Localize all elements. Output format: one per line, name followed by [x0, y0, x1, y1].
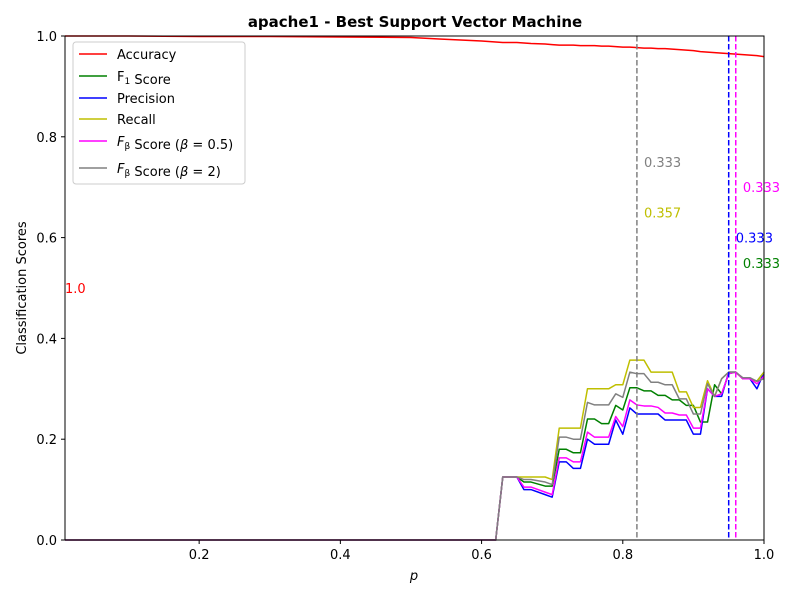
x-tick-label-1: 0.4 [330, 548, 351, 563]
y-tick-label-3: 0.6 [36, 232, 57, 247]
annotation-5: 0.333 [743, 257, 780, 272]
legend: Accuracy F1 Score Precision Recall Fβ Score … [72, 41, 246, 185]
legend-label-2: Precision [117, 92, 175, 107]
legend-label-1: F1 Score [117, 70, 171, 88]
annotation-4: 0.333 [736, 232, 773, 247]
vline-layer [636, 36, 737, 540]
x-tick-label-0: 0.2 [189, 548, 210, 563]
y-tick-label-4: 0.8 [36, 131, 57, 146]
legend-label-5: Fβ Score (β = 2) [117, 162, 221, 180]
legend-label-0: Accuracy [117, 48, 177, 63]
x-axis-label: p [409, 569, 418, 584]
y-tick-label-5: 1.0 [36, 30, 57, 45]
x-tick-label-4: 1.0 [754, 548, 775, 563]
x-tick-label-2: 0.6 [471, 548, 492, 563]
annotation-1: 0.333 [644, 156, 681, 171]
legend-label-4: Fβ Score (β = 0.5) [117, 135, 233, 153]
y-tick-label-0: 0.0 [36, 534, 57, 549]
chart-title: apache1 - Best Support Vector Machine [248, 13, 582, 31]
annotation-3: 0.333 [743, 181, 780, 196]
axes-frame [64, 35, 765, 541]
axes-layer: 0.2 0.4 0.6 0.8 1.0 0.0 0.2 0.4 0.6 0.8 1.0 [36, 30, 774, 563]
y-axis-label: Classification Scores [15, 221, 30, 355]
annotation-2: 0.357 [644, 206, 681, 221]
series-line-0 [65, 35, 765, 58]
legend-label-3: Recall [117, 113, 156, 128]
y-tick-label-1: 0.2 [36, 433, 57, 448]
x-tick-label-3: 0.8 [612, 548, 633, 563]
y-tick-label-2: 0.4 [36, 332, 57, 347]
legend-frame [72, 41, 246, 185]
annotation-0: 1.0 [65, 282, 86, 297]
